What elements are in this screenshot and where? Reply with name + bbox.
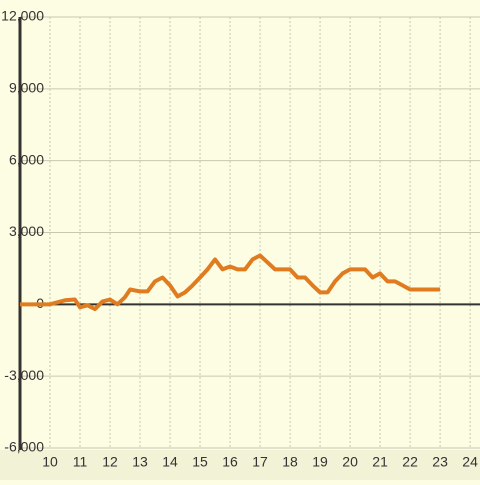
- x-tick-label: 19: [312, 454, 328, 470]
- x-tick-label: 11: [73, 454, 88, 470]
- x-tick-label: 13: [132, 454, 148, 470]
- x-tick-label: 18: [282, 454, 298, 470]
- x-tick-label: 10: [42, 454, 58, 470]
- x-axis-band: [0, 450, 480, 480]
- x-tick-label: 12: [102, 454, 118, 470]
- x-tick-label: 14: [162, 454, 178, 470]
- x-tick-label: 24: [462, 454, 478, 470]
- x-tick-label: 22: [402, 454, 418, 470]
- y-tick-label: -6,000: [4, 439, 44, 455]
- y-tick-label: 6,000: [9, 151, 44, 167]
- y-tick-label: 3,000: [9, 223, 44, 239]
- x-tick-label: 17: [252, 454, 268, 470]
- y-tick-label: 9,000: [9, 80, 44, 96]
- x-tick-label: 21: [372, 454, 388, 470]
- x-tick-label: 16: [222, 454, 238, 470]
- y-tick-label: 12,000: [1, 8, 44, 24]
- y-tick-label: -3,000: [4, 367, 44, 383]
- x-tick-label: 15: [192, 454, 208, 470]
- x-tick-label: 20: [342, 454, 358, 470]
- line-series: [20, 253, 441, 312]
- x-tick-label: 23: [432, 454, 448, 470]
